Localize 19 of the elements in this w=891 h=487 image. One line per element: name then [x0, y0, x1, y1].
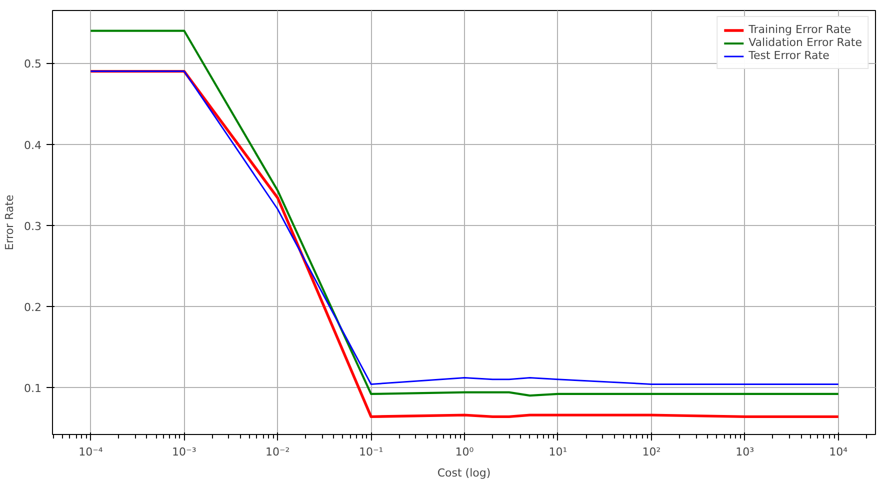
x-tick-label: 10⁻⁴: [78, 446, 104, 458]
x-axis-title: Cost (log): [437, 466, 491, 480]
x-tick-label: 10⁻¹: [358, 446, 384, 458]
y-tick-label: 0.3: [24, 220, 42, 233]
x-tick-label: 10⁻³: [172, 446, 196, 458]
x-tick-label: 10⁴: [829, 446, 848, 458]
x-tick-label: 10³: [736, 446, 754, 458]
x-tick-label: 10¹: [548, 446, 568, 458]
legend-label: Training Error Rate: [748, 23, 852, 36]
y-tick-label: 0.4: [24, 138, 42, 152]
y-tick-label: 0.5: [24, 58, 42, 71]
y-tick-label: 0.2: [24, 300, 42, 314]
x-tick-label: 10⁻²: [266, 446, 290, 458]
x-tick-label: 10⁰: [455, 446, 474, 458]
y-axis-title: Error Rate: [3, 194, 16, 250]
legend-label: Validation Error Rate: [748, 36, 862, 49]
x-tick-label: 10²: [642, 446, 661, 458]
legend-label: Test Error Rate: [748, 49, 830, 62]
y-tick-label: 0.1: [24, 382, 42, 395]
